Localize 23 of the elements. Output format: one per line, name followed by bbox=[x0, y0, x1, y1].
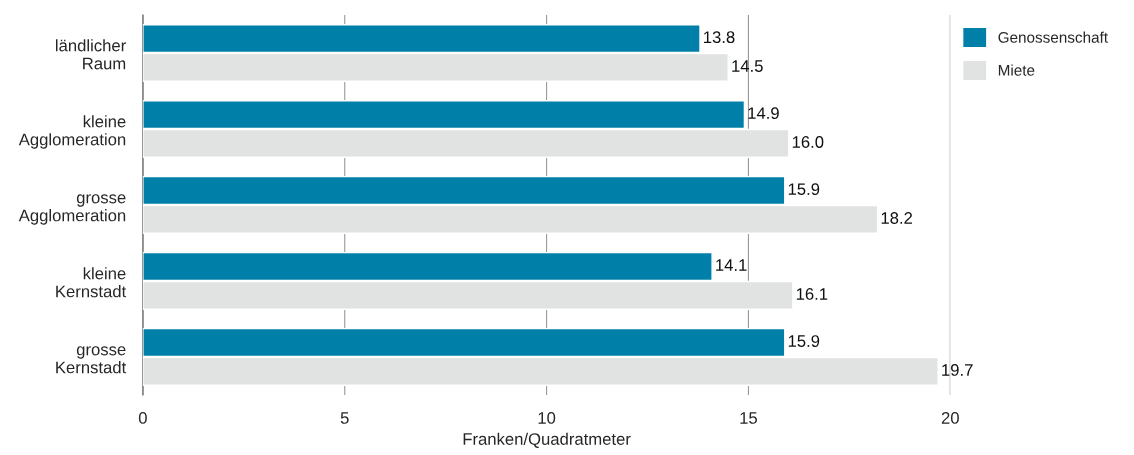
x-axis-title: Franken/Quadratmeter bbox=[463, 432, 631, 448]
x-tick-label: 10 bbox=[538, 412, 556, 424]
data-label: 19.7 bbox=[942, 364, 973, 376]
legend-label: Miete bbox=[998, 64, 1035, 76]
data-label: 15.9 bbox=[788, 335, 820, 347]
x-tick-label: 0 bbox=[138, 412, 147, 424]
data-label: 18.2 bbox=[881, 212, 912, 224]
y-tick-label: grosse Kernstadt bbox=[56, 346, 127, 374]
data-label: 14.5 bbox=[732, 60, 763, 72]
x-tick-label: 15 bbox=[740, 412, 758, 424]
data-label: 14.9 bbox=[748, 107, 779, 120]
legend-label: Genossenschaft bbox=[998, 31, 1108, 43]
y-tick-label: kleine Agglomeration bbox=[18, 115, 126, 149]
y-tick-label: ländlicher Raum bbox=[56, 39, 126, 70]
data-label: 13.8 bbox=[704, 31, 735, 44]
y-tick-label: grosse Agglomeration bbox=[18, 194, 126, 225]
data-label: 16.1 bbox=[796, 288, 828, 300]
x-tick-label: 20 bbox=[941, 412, 959, 424]
y-tick-label: kleine Kernstadt bbox=[56, 267, 127, 298]
x-tick-label: 5 bbox=[340, 412, 349, 424]
data-label: 16.0 bbox=[792, 136, 824, 148]
data-label: 15.9 bbox=[788, 183, 820, 196]
data-label: 14.1 bbox=[716, 259, 747, 271]
